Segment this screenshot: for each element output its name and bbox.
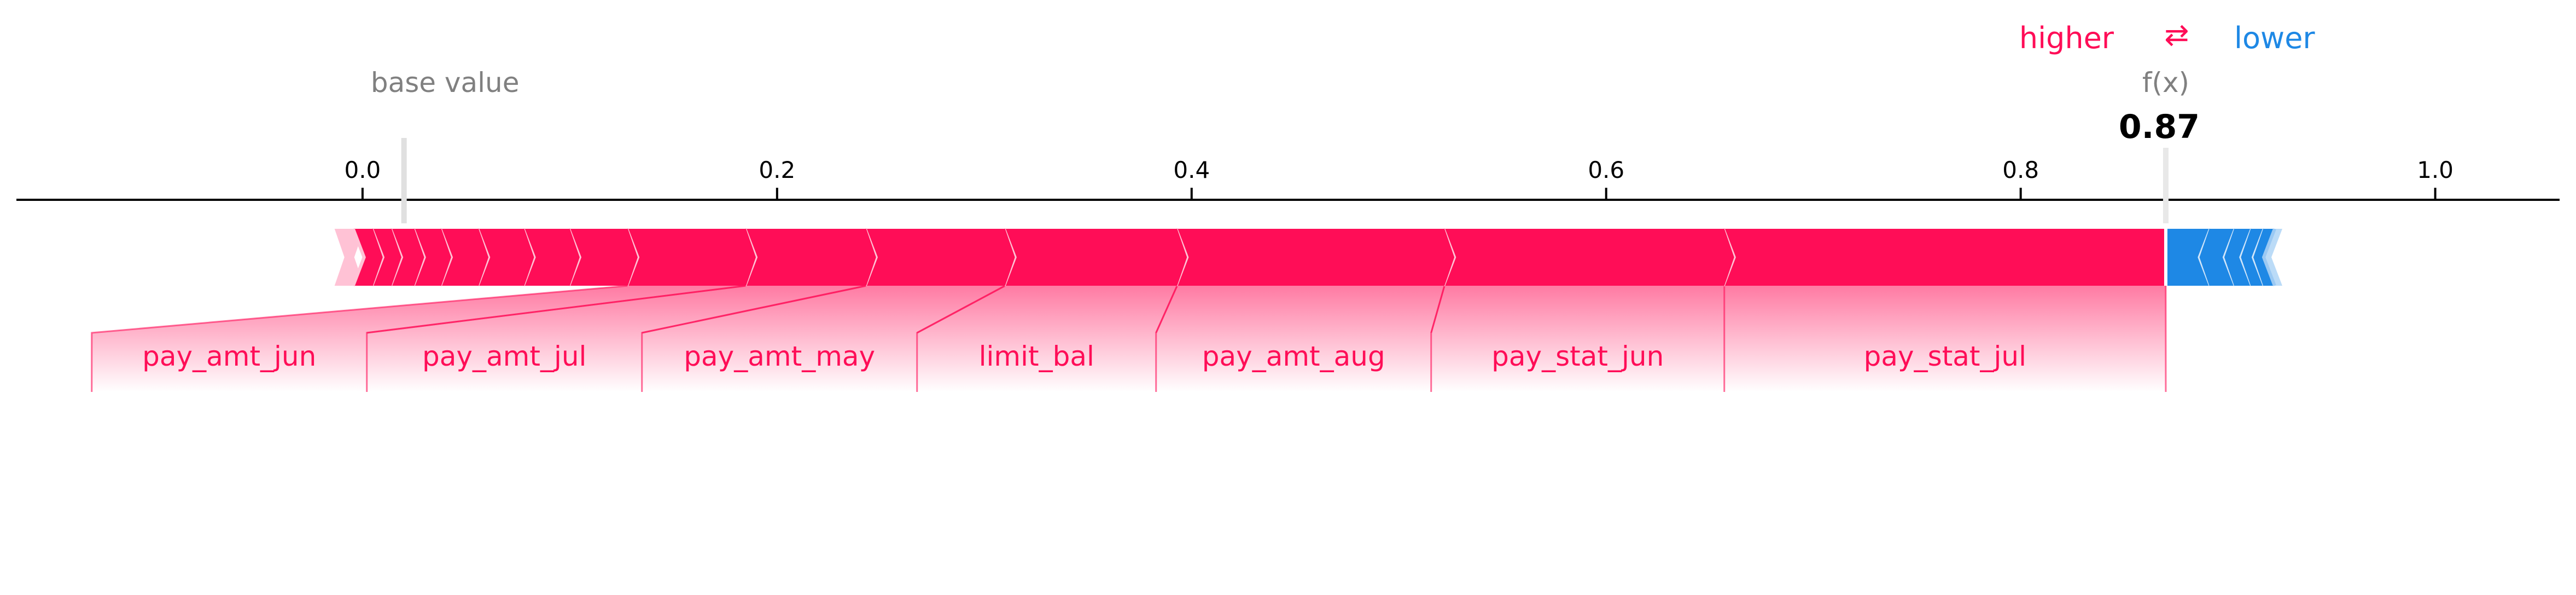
- negative-segment: [2199, 229, 2235, 286]
- fx-value: 0.87: [2119, 108, 2200, 146]
- positive-tail: [334, 229, 364, 286]
- feature-connector: [1155, 285, 1178, 333]
- x-tick-label: 0.8: [2002, 157, 2039, 183]
- legend-lower-label: lower: [2234, 21, 2315, 55]
- feature-label-pay_amt_aug: pay_amt_aug: [1202, 340, 1385, 372]
- negative-segment: [2165, 229, 2210, 286]
- feature-label-pay_amt_jun: pay_amt_jun: [142, 340, 316, 372]
- positive-segment-pay_stat_jul: [1724, 229, 2166, 286]
- positive-segment-pay_amt_jul: [745, 229, 876, 286]
- feature-fade-pay_amt_jun: [91, 286, 746, 392]
- x-tick-label: 0.0: [344, 157, 381, 183]
- feature-connector: [91, 285, 628, 392]
- x-tick-label: 0.6: [1588, 157, 1624, 183]
- feature-fade-limit_bal: [917, 286, 1178, 392]
- positive-segment-pay_amt_aug: [1177, 229, 1455, 286]
- feature-fade-pay_amt_may: [642, 286, 1005, 392]
- positive-segment: [524, 229, 580, 286]
- feature-label-pay_amt_may: pay_amt_may: [684, 340, 875, 372]
- feature-labels: pay_stat_jul pay_stat_jun pay_amt_aug limit…: [142, 340, 2026, 372]
- legend-higher-label: higher: [2019, 21, 2114, 55]
- positive-segment: [354, 229, 383, 286]
- segment-separator: [2262, 228, 2276, 287]
- positive-segment: [569, 229, 638, 286]
- segment-separator: [351, 228, 366, 287]
- positive-segment-pay_stat_jun: [1444, 229, 1734, 286]
- positive-segment: [391, 229, 424, 286]
- force-bar: [334, 228, 2283, 287]
- x-tick-label: 1.0: [2417, 157, 2453, 183]
- feature-label-pay_stat_jul: pay_stat_jul: [1864, 340, 2026, 372]
- feature-connector: [917, 285, 1006, 334]
- feature-connector: [642, 285, 867, 334]
- positive-segment-pay_amt_jun: [627, 229, 756, 286]
- feature-fade-pay_amt_jul: [366, 286, 866, 392]
- x-tick-label: 0.2: [759, 157, 795, 183]
- positive-segment: [372, 229, 401, 286]
- fx-label: f(x): [2142, 67, 2189, 99]
- feature-connector: [1430, 285, 1446, 333]
- negative-segment: [2224, 229, 2251, 286]
- positive-segment: [441, 229, 489, 286]
- negative-tail: [2262, 229, 2283, 286]
- legend-arrows-icon: ⇄: [2164, 18, 2189, 52]
- base-value-label: base value: [371, 67, 520, 99]
- feature-label-pay_stat_jun: pay_stat_jun: [1491, 340, 1664, 372]
- positive-segment: [414, 229, 451, 286]
- feature-fade-pay_amt_aug: [1156, 286, 1445, 392]
- feature-fade-pay_stat_jul: [1724, 286, 2166, 392]
- feature-fade-pay_stat_jun: [1431, 286, 1724, 392]
- x-tick-label: 0.4: [1173, 157, 1210, 183]
- feature-label-limit_bal: limit_bal: [979, 340, 1094, 372]
- positive-segment: [479, 229, 534, 286]
- positive-segment-pay_amt_may: [866, 229, 1015, 286]
- feature-label-pay_amt_jul: pay_amt_jul: [422, 340, 586, 372]
- feature-fade-layer: [91, 285, 2167, 392]
- positive-segment-limit_bal: [1005, 229, 1187, 286]
- x-axis: 0.0 0.2 0.4 0.6 0.8 1.0: [16, 138, 2560, 223]
- feature-connector: [366, 285, 747, 334]
